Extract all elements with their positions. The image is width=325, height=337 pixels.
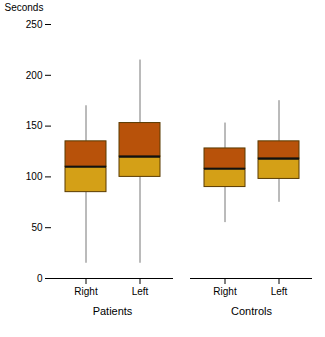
svg-text:Patients: Patients (93, 305, 133, 317)
svg-text:Right: Right (213, 286, 237, 297)
svg-text:50: 50 (31, 222, 43, 233)
svg-text:250: 250 (26, 19, 43, 30)
svg-text:200: 200 (26, 70, 43, 81)
svg-text:100: 100 (26, 171, 43, 182)
svg-text:0: 0 (37, 273, 43, 284)
svg-text:Controls: Controls (231, 305, 272, 317)
svg-text:Right: Right (74, 286, 98, 297)
svg-text:150: 150 (26, 120, 43, 131)
svg-text:Left: Left (132, 286, 149, 297)
svg-text:Seconds: Seconds (5, 2, 44, 13)
svg-text:Left: Left (271, 286, 288, 297)
